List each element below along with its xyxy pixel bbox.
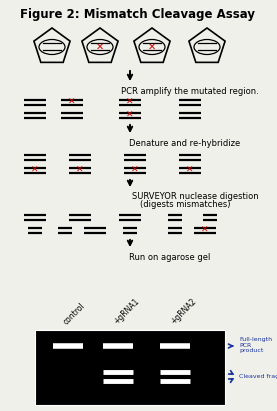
Text: (digests mismatches): (digests mismatches) xyxy=(140,199,230,208)
Text: ✕: ✕ xyxy=(68,98,76,107)
Text: Run on agarose gel: Run on agarose gel xyxy=(129,252,211,261)
Text: ✕: ✕ xyxy=(126,98,134,107)
Text: ✕: ✕ xyxy=(131,166,139,175)
Text: ✕: ✕ xyxy=(96,42,104,52)
Text: ✕: ✕ xyxy=(31,166,39,175)
Text: +gRNA2: +gRNA2 xyxy=(169,297,198,326)
Text: control: control xyxy=(62,301,87,326)
Text: Denature and re-hybridize: Denature and re-hybridize xyxy=(129,139,241,148)
Text: Cleaved fragments: Cleaved fragments xyxy=(239,374,277,379)
Text: SURVEYOR nuclease digestion: SURVEYOR nuclease digestion xyxy=(132,192,258,201)
Text: ✕: ✕ xyxy=(186,166,194,175)
Text: Full-length PCR product: Full-length PCR product xyxy=(239,337,272,353)
Text: ✕: ✕ xyxy=(126,111,134,120)
Text: PCR amplify the mutated region.: PCR amplify the mutated region. xyxy=(121,88,259,97)
Text: +gRNA1: +gRNA1 xyxy=(112,297,141,326)
Text: ✕: ✕ xyxy=(148,42,156,52)
Bar xyxy=(35,330,225,405)
Text: ✕: ✕ xyxy=(76,166,84,175)
Text: ✕: ✕ xyxy=(201,226,209,235)
Text: Figure 2: Mismatch Cleavage Assay: Figure 2: Mismatch Cleavage Assay xyxy=(20,8,255,21)
